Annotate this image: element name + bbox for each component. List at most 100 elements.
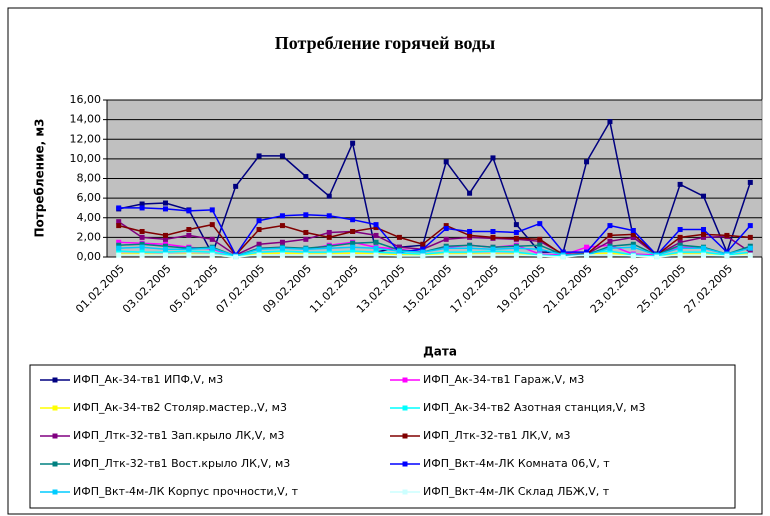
data-point bbox=[186, 252, 192, 258]
data-point bbox=[256, 241, 262, 247]
y-tick-label: 6,00 bbox=[77, 191, 102, 204]
data-point bbox=[420, 249, 426, 255]
data-point bbox=[209, 249, 215, 255]
legend-label: ИФП_Лтк-32-тв1 Вост.крыло ЛК,V, м3 bbox=[73, 457, 290, 470]
data-point bbox=[677, 249, 683, 255]
data-point bbox=[256, 218, 262, 224]
data-point bbox=[186, 232, 192, 238]
legend-marker bbox=[52, 461, 58, 467]
data-point bbox=[747, 245, 753, 251]
data-point bbox=[701, 227, 707, 233]
data-point bbox=[256, 252, 262, 258]
data-point bbox=[326, 229, 332, 235]
data-point bbox=[279, 252, 285, 258]
data-point bbox=[607, 252, 613, 258]
data-point bbox=[116, 239, 122, 245]
legend-marker bbox=[52, 433, 58, 439]
data-point bbox=[303, 212, 309, 218]
data-point bbox=[490, 228, 496, 234]
data-point bbox=[256, 246, 262, 252]
data-point bbox=[162, 246, 168, 252]
data-point bbox=[677, 245, 683, 251]
data-point bbox=[139, 252, 145, 258]
data-point bbox=[116, 245, 122, 251]
series-line bbox=[118, 254, 751, 258]
data-point bbox=[209, 207, 215, 213]
data-point bbox=[162, 252, 168, 258]
data-point bbox=[233, 183, 239, 189]
data-point bbox=[162, 232, 168, 238]
legend-marker bbox=[402, 489, 408, 495]
legend-label: ИФП_Вкт-4м-ЛК Корпус прочности,V, т bbox=[73, 485, 299, 498]
data-point bbox=[303, 229, 309, 235]
data-point bbox=[607, 223, 613, 229]
data-point bbox=[443, 226, 449, 232]
data-point bbox=[162, 236, 168, 242]
series-line bbox=[118, 246, 751, 257]
data-point bbox=[584, 244, 590, 250]
data-point bbox=[209, 245, 215, 251]
data-point bbox=[396, 244, 402, 250]
data-point bbox=[162, 200, 168, 206]
y-tick-label: 16,00 bbox=[70, 93, 102, 106]
legend-marker bbox=[52, 405, 58, 411]
data-point bbox=[443, 252, 449, 258]
data-point bbox=[513, 222, 519, 228]
data-point bbox=[139, 228, 145, 234]
series-line bbox=[118, 223, 751, 257]
data-point bbox=[607, 119, 613, 125]
data-point bbox=[467, 228, 473, 234]
data-point bbox=[326, 249, 332, 255]
data-point bbox=[326, 245, 332, 251]
data-point bbox=[139, 249, 145, 255]
data-point bbox=[209, 252, 215, 258]
data-point bbox=[537, 253, 543, 259]
legend-box bbox=[29, 364, 736, 509]
data-point bbox=[116, 223, 122, 229]
y-tick-label: 0,00 bbox=[77, 250, 102, 263]
data-point bbox=[701, 231, 707, 237]
data-point bbox=[139, 241, 145, 247]
data-point bbox=[396, 253, 402, 259]
data-point bbox=[420, 241, 426, 247]
data-point bbox=[279, 248, 285, 254]
legend-label: ИФП_Ак-34-тв2 Азотная станция,V, м3 bbox=[423, 401, 645, 414]
data-point bbox=[467, 232, 473, 238]
data-point bbox=[350, 140, 356, 146]
data-point bbox=[116, 205, 122, 211]
data-point bbox=[303, 246, 309, 252]
legend-label: ИФП_Ак-34-тв2 Столяр.мастер.,V, м3 bbox=[73, 401, 287, 414]
data-point bbox=[233, 254, 239, 260]
data-point bbox=[116, 219, 122, 225]
data-point bbox=[279, 153, 285, 159]
data-point bbox=[630, 244, 636, 250]
data-point bbox=[186, 246, 192, 252]
legend-label: ИФП_Вкт-4м-ЛК Склад ЛБЖ,V, т bbox=[423, 485, 610, 498]
data-point bbox=[303, 174, 309, 180]
data-point bbox=[701, 249, 707, 255]
data-point bbox=[396, 234, 402, 240]
y-tick-label: 4,00 bbox=[77, 211, 102, 224]
data-point bbox=[747, 234, 753, 240]
data-point bbox=[630, 234, 636, 240]
y-tick-label: 2,00 bbox=[77, 230, 102, 243]
legend-label: ИФП_Ак-34-тв1 ИПФ,V, м3 bbox=[73, 373, 223, 386]
data-point bbox=[443, 236, 449, 242]
data-point bbox=[467, 190, 473, 196]
data-point bbox=[677, 239, 683, 245]
data-point bbox=[747, 179, 753, 185]
data-point bbox=[162, 243, 168, 249]
data-point bbox=[279, 223, 285, 229]
data-point bbox=[279, 213, 285, 219]
data-point bbox=[350, 228, 356, 234]
chart-title: Потребление горячей воды bbox=[275, 33, 495, 53]
data-point bbox=[116, 252, 122, 258]
data-point bbox=[256, 153, 262, 159]
data-point bbox=[326, 234, 332, 240]
data-point bbox=[209, 222, 215, 228]
legend-label: ИФП_Лтк-32-тв1 Зап.крыло ЛК,V, м3 bbox=[73, 429, 285, 442]
data-point bbox=[373, 245, 379, 251]
data-point bbox=[467, 242, 473, 248]
data-point bbox=[490, 155, 496, 161]
